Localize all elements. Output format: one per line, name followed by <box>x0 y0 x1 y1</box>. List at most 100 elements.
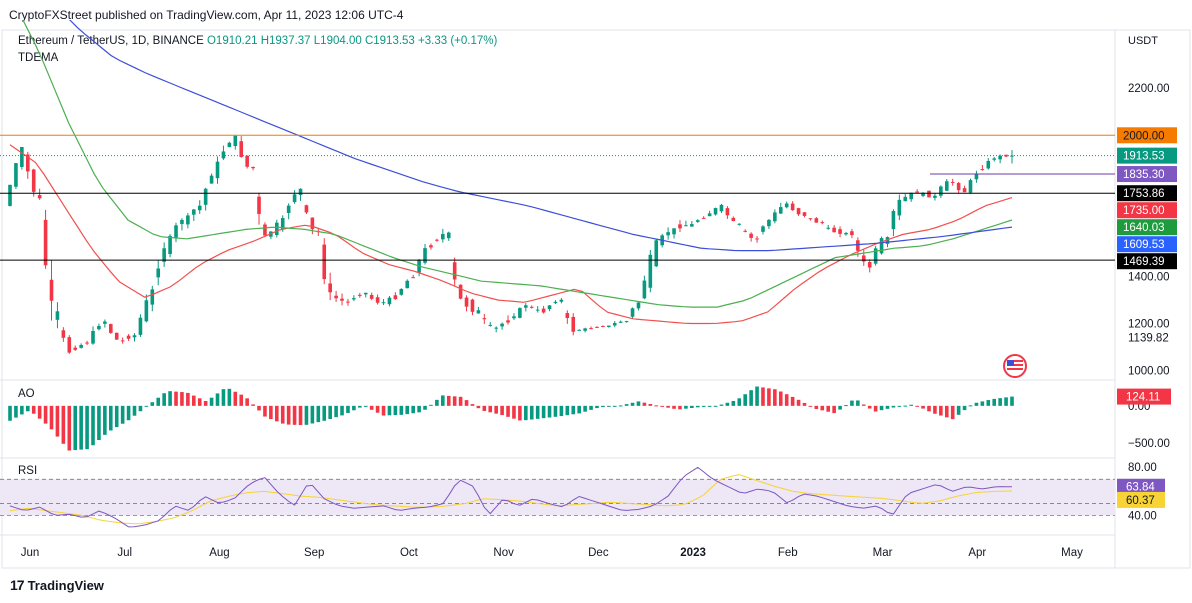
price-label-5: 1640.03 <box>1123 222 1165 234</box>
candle-body <box>672 228 676 235</box>
candle-body <box>767 219 771 227</box>
ao-bar <box>411 405 415 414</box>
ao-bar <box>915 405 919 407</box>
candle-body <box>180 219 184 224</box>
candle-body <box>221 151 226 159</box>
candle-body <box>529 306 534 308</box>
candle-body <box>464 297 469 307</box>
symbol-name[interactable]: Ethereum / TetherUS, 1D, BINANCE <box>18 35 204 47</box>
candle-body <box>648 254 653 288</box>
ao-bar <box>85 405 89 450</box>
ohlc-change: +3.33 (+0.17%) <box>418 35 498 47</box>
candle-body <box>97 325 101 330</box>
ao-bar <box>233 391 238 406</box>
price-tick-4: 2200.00 <box>1128 83 1170 95</box>
candle-body <box>186 215 190 225</box>
ao-bar <box>547 405 552 418</box>
candle-body <box>55 311 60 320</box>
rsi-pane-title[interactable]: RSI <box>18 465 38 477</box>
ao-bar <box>583 405 587 412</box>
candle-body <box>553 301 558 304</box>
candle-body <box>435 239 439 241</box>
candle-body <box>998 155 1002 160</box>
candle-body <box>731 217 736 221</box>
candle-body <box>535 309 540 311</box>
candle-body <box>239 141 244 157</box>
ao-bar <box>601 405 605 408</box>
ao-bar <box>974 402 979 406</box>
time-tick-feb: Feb <box>778 547 798 559</box>
ao-bar <box>269 405 273 420</box>
ao-bar <box>280 405 285 424</box>
ao-bar <box>31 405 36 414</box>
ao-pane-title[interactable]: AO <box>18 388 35 400</box>
ao-bar <box>263 405 267 417</box>
ao-bar <box>956 405 961 415</box>
candle-body <box>654 240 659 267</box>
candle-body <box>257 196 261 214</box>
ao-bar <box>322 405 327 421</box>
candle-body <box>1004 154 1008 157</box>
candle-body <box>286 205 291 214</box>
candle-body <box>755 238 759 240</box>
ao-bar <box>654 405 659 407</box>
time-tick-oct: Oct <box>400 547 419 559</box>
candle-body <box>666 232 670 236</box>
candle-body <box>67 337 72 353</box>
candle-body <box>381 302 386 304</box>
candle-body <box>49 279 54 301</box>
ao-bar <box>304 405 309 425</box>
candle-body <box>630 308 635 317</box>
candle-body <box>61 330 66 338</box>
candle-body <box>814 218 819 223</box>
ao-bar <box>310 405 315 424</box>
price-label-box-6 <box>1117 236 1177 253</box>
ao-bar <box>767 388 771 406</box>
candle-body <box>31 169 36 192</box>
ao-bar <box>535 405 540 419</box>
ao-bar <box>1004 397 1008 406</box>
ao-bar <box>749 390 753 406</box>
candle-body <box>85 342 89 344</box>
candle-body <box>292 194 297 203</box>
ao-bar <box>826 405 831 412</box>
ao-bar <box>897 405 902 407</box>
price-tick-1: 1139.82 <box>1128 333 1169 345</box>
candle-body <box>411 277 415 279</box>
indicator-name[interactable]: TDEMA <box>18 52 59 64</box>
ao-bar <box>239 394 244 406</box>
ao-bar <box>850 400 854 406</box>
price-label-box-1 <box>1117 147 1177 164</box>
ao-bar <box>8 405 12 421</box>
ao-bar <box>227 388 232 406</box>
ao-bar <box>114 405 119 428</box>
ao-bar <box>867 405 872 409</box>
ao-bar <box>529 405 534 420</box>
ao-bar <box>37 405 42 419</box>
ao-bar <box>346 405 350 413</box>
candle-body <box>927 190 931 198</box>
candle-body <box>642 280 647 299</box>
ao-bar <box>209 397 214 406</box>
candle-body <box>773 212 777 222</box>
candle-body <box>713 208 718 215</box>
tradingview-logo[interactable]: 17 TradingView <box>10 577 104 593</box>
ao-bar <box>191 395 196 406</box>
candle-body <box>506 320 510 323</box>
ao-bar <box>168 391 172 406</box>
ao-bar <box>446 395 451 406</box>
candle-body <box>784 203 789 208</box>
ao-bar <box>879 405 884 411</box>
candle-body <box>790 203 795 211</box>
ao-bar <box>856 400 860 406</box>
candle-body <box>695 220 700 222</box>
ao-bar <box>120 405 125 424</box>
candle-body <box>393 295 398 300</box>
ao-bar <box>512 405 516 419</box>
ao-bar <box>435 399 439 406</box>
ao-bar <box>565 405 570 416</box>
time-tick-2023: 2023 <box>680 547 706 559</box>
price-label-1: 1913.53 <box>1123 151 1165 163</box>
